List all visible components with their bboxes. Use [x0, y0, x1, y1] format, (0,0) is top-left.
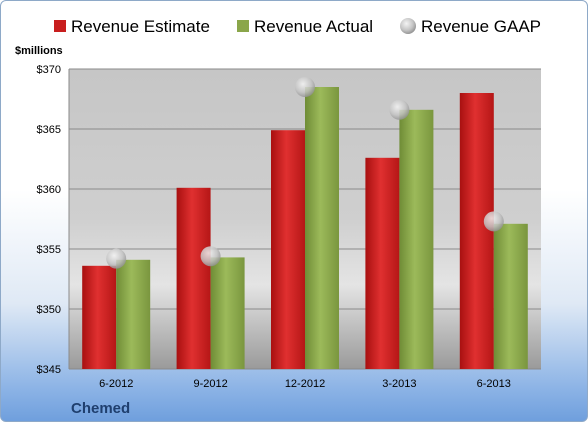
bar-revenue-estimate: [459, 93, 494, 369]
point-revenue-gaap: [106, 248, 127, 269]
point-revenue-gaap: [200, 246, 221, 267]
bar-revenue-actual: [305, 87, 339, 369]
legend-label-actual: Revenue Actual: [254, 17, 373, 36]
y-tick-label: $350: [37, 304, 61, 316]
bar-revenue-estimate: [271, 130, 305, 369]
company-label: Chemed: [71, 400, 130, 417]
x-tick-label: 12-2012: [285, 378, 325, 390]
bar-revenue-actual: [399, 109, 434, 370]
legend-marker-gaap: [400, 18, 416, 34]
y-tick-label: $370: [37, 64, 61, 76]
x-tick-label: 9-2012: [193, 378, 227, 390]
legend-swatch-actual: [237, 20, 249, 32]
gaap-points: [106, 77, 504, 269]
bar-revenue-estimate: [82, 265, 117, 369]
point-revenue-gaap: [295, 77, 315, 97]
y-tick-label: $365: [37, 124, 61, 136]
y-tick-label: $360: [37, 184, 61, 196]
bar-revenue-estimate: [176, 187, 211, 369]
bar-revenue-actual: [493, 223, 528, 369]
x-axis-ticks: 6-2012 9-2012 12-2012 3-2013 6-2013: [99, 378, 511, 390]
bars: [82, 87, 528, 370]
y-tick-label: $355: [37, 244, 61, 256]
bar-revenue-estimate: [365, 157, 400, 369]
y-tick-label: $345: [37, 364, 61, 376]
point-revenue-gaap: [483, 211, 504, 232]
y-axis-ticks: $345 $350 $355 $360 $365 $370: [37, 64, 61, 376]
legend-label-estimate: Revenue Estimate: [71, 17, 210, 36]
x-tick-label: 6-2012: [99, 378, 133, 390]
y-unit-label: $millions: [15, 45, 63, 57]
legend-label-gaap: Revenue GAAP: [421, 17, 541, 36]
legend: Revenue Estimate Revenue Actual Revenue …: [54, 17, 541, 36]
x-tick-label: 3-2013: [382, 378, 416, 390]
point-revenue-gaap: [389, 99, 410, 120]
bar-revenue-actual: [116, 259, 151, 369]
legend-swatch-estimate: [54, 20, 66, 32]
bar-revenue-actual: [210, 257, 245, 369]
x-tick-label: 6-2013: [477, 378, 511, 390]
